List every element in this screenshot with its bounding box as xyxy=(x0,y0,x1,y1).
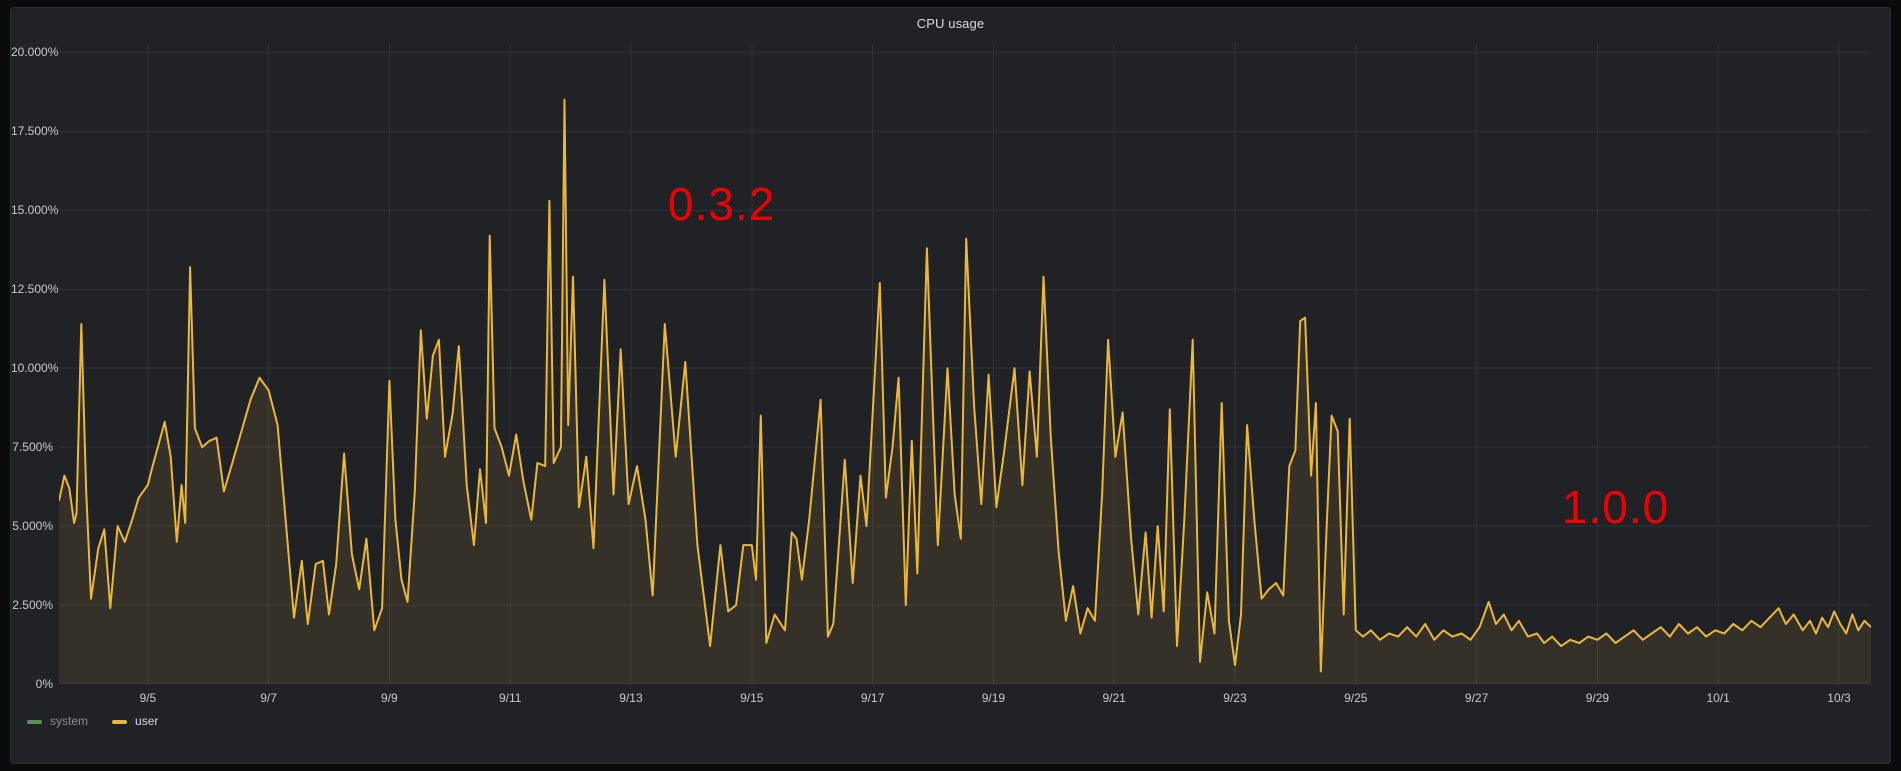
x-tick-label: 9/25 xyxy=(1344,691,1368,705)
x-tick-label: 9/17 xyxy=(860,691,885,705)
legend-label-system: system xyxy=(50,714,89,728)
series-area-user xyxy=(59,99,1871,684)
legend-label-user: user xyxy=(135,714,159,728)
x-tick-label: 9/13 xyxy=(619,691,643,705)
x-tick-label: 9/11 xyxy=(498,691,522,705)
x-tick-label: 9/7 xyxy=(260,691,277,705)
y-tick-label: 5.000% xyxy=(12,519,53,534)
cpu-usage-chart[interactable] xyxy=(59,43,1871,684)
legend-color-user-icon xyxy=(112,719,128,724)
y-tick-label: 0% xyxy=(35,677,53,691)
y-tick-label: 17.500% xyxy=(11,124,59,139)
x-tick-label: 9/21 xyxy=(1102,691,1126,705)
y-tick-label: 15.000% xyxy=(11,203,59,218)
y-tick-label: 10.000% xyxy=(11,361,59,376)
series-line-user xyxy=(59,98,1871,673)
x-tick-label: 10/3 xyxy=(1827,691,1851,705)
version-annotation-0-3-2: 0.3.2 xyxy=(667,178,776,231)
legend-item-user[interactable]: user xyxy=(112,714,158,729)
cpu-usage-panel: CPU usage 0% 2.500% 5.000% 7.500% 10.000% 12.… xyxy=(10,7,1891,764)
plot-area[interactable] xyxy=(59,43,1871,684)
legend-color-system-icon xyxy=(27,719,42,724)
version-annotation-1-0-0: 1.0.0 xyxy=(1561,481,1670,534)
y-tick-label: 7.500% xyxy=(12,440,53,455)
x-tick-label: 9/9 xyxy=(381,691,398,705)
x-tick-label: 9/5 xyxy=(139,691,157,705)
x-tick-label: 10/1 xyxy=(1706,691,1730,705)
x-tick-label: 9/27 xyxy=(1464,691,1489,705)
y-tick-label: 2.500% xyxy=(12,598,53,613)
x-tick-label: 9/23 xyxy=(1223,691,1247,705)
legend: system user xyxy=(27,714,158,729)
panel-title: CPU usage xyxy=(916,16,985,31)
y-tick-label: 20.000% xyxy=(11,45,59,60)
legend-item-system[interactable]: system xyxy=(27,714,88,729)
x-tick-label: 9/15 xyxy=(740,691,764,705)
x-tick-label: 9/29 xyxy=(1585,691,1610,705)
y-tick-label: 12.500% xyxy=(11,282,59,297)
x-tick-label: 9/19 xyxy=(981,691,1006,705)
